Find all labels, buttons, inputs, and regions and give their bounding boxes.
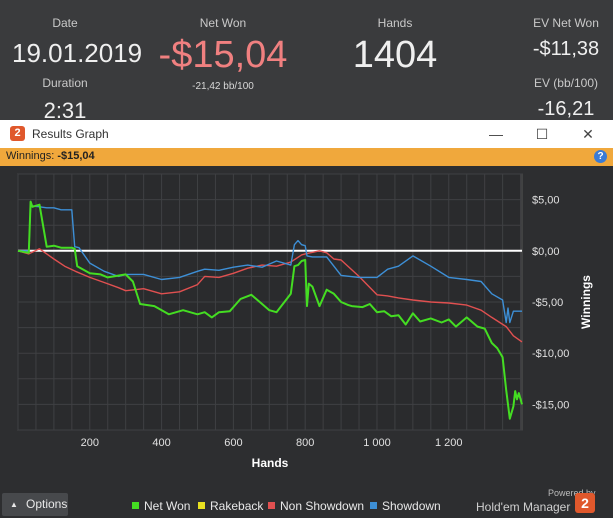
winnings-bar: Winnings: -$15,04 ? <box>0 148 613 166</box>
ev-net-won-stat: EV Net Won -$11,38 <box>520 16 612 61</box>
duration-label: Duration <box>42 76 88 90</box>
legend-label: Rakeback <box>210 499 264 513</box>
window-title: Results Graph <box>32 127 109 141</box>
winnings-value: -$15,04 <box>57 150 95 162</box>
net-won-bb100: -21,42 bb/100 <box>192 81 254 92</box>
legend-label: Net Won <box>144 499 191 513</box>
hands-stat: Hands 1404 <box>340 16 450 77</box>
results-chart[interactable]: $5,00 $0,00 -$5,00 -$10,00 -$15,00 200 400 600 8… <box>0 166 613 492</box>
legend-swatch <box>198 502 205 509</box>
legend-label: Showdown <box>382 499 441 513</box>
duration-value: 2:31 <box>43 98 87 123</box>
x-tick-label: 1 000 <box>363 437 391 449</box>
legend-net-won[interactable]: Net Won <box>132 499 190 513</box>
ev-bb-label: EV (bb/100) <box>533 76 599 90</box>
legend-label: Non Showdown <box>280 499 365 513</box>
ev-bb-stat: EV (bb/100) -16,21 <box>520 76 612 121</box>
duration-stat: Duration 2:31 <box>12 76 118 124</box>
legend-non-showdown[interactable]: Non Showdown <box>268 499 364 513</box>
y-tick-label: $5,00 <box>532 195 560 207</box>
winnings-summary: Winnings: -$15,04 <box>6 150 95 162</box>
legend-showdown[interactable]: Showdown <box>370 499 441 513</box>
options-label: Options <box>26 497 68 511</box>
y-tick-label: -$5,00 <box>532 297 563 309</box>
date-stat: Date 19.01.2019 <box>12 16 143 69</box>
date-value: 19.01.2019 <box>12 38 143 68</box>
ev-net-won-label: EV Net Won <box>533 16 599 30</box>
app-logo-icon: 2 <box>10 126 25 141</box>
legend-rakeback[interactable]: Rakeback <box>198 499 263 513</box>
options-button[interactable]: ▲ Options <box>2 493 68 516</box>
ev-bb-value: -16,21 <box>537 98 595 120</box>
y-axis-label: Winnings <box>579 275 593 329</box>
close-button[interactable]: ✕ <box>582 126 594 142</box>
maximize-button[interactable]: ☐ <box>535 126 549 142</box>
x-tick-label: 800 <box>296 437 314 449</box>
y-tick-label: -$10,00 <box>532 348 569 360</box>
series-line-net-won <box>17 200 523 420</box>
series-line-showdown <box>18 205 522 324</box>
hands-value: 1404 <box>352 34 438 76</box>
x-axis-label: Hands <box>252 456 289 470</box>
legend-swatch <box>268 502 275 509</box>
date-label: Date <box>52 16 78 30</box>
net-won-stat: Net Won -$15,04 -21,42 bb/100 <box>148 16 298 92</box>
graph-footer: ▲ Options Net Won Rakeback Non Showdown … <box>0 488 613 518</box>
x-tick-label: 200 <box>81 437 99 449</box>
legend-swatch <box>370 502 377 509</box>
net-won-value: -$15,04 <box>158 34 288 76</box>
brand-logo-icon: 2 <box>575 493 595 513</box>
net-won-label: Net Won <box>199 16 247 30</box>
hands-label: Hands <box>377 16 413 30</box>
x-tick-label: 1 200 <box>435 437 463 449</box>
x-tick-label: 400 <box>152 437 170 449</box>
minimize-button[interactable]: — <box>489 126 503 142</box>
y-tick-label: -$15,00 <box>532 399 569 411</box>
legend-swatch <box>132 502 139 509</box>
session-stats: Date 19.01.2019 Duration 2:31 Net Won -$… <box>0 0 613 123</box>
chevron-up-icon: ▲ <box>10 500 18 509</box>
winnings-label: Winnings: <box>6 150 55 162</box>
powered-by-text: Powered by <box>548 488 596 498</box>
help-icon[interactable]: ? <box>594 150 607 163</box>
brand-name: Hold'em Manager <box>476 500 571 514</box>
results-graph-window: 2 Results Graph — ☐ ✕ Winnings: -$15,04 … <box>0 120 613 518</box>
window-titlebar[interactable]: 2 Results Graph — ☐ ✕ <box>0 120 613 148</box>
ev-net-won-value: -$11,38 <box>532 38 600 60</box>
y-tick-label: $0,00 <box>532 246 560 258</box>
x-tick-label: 600 <box>224 437 242 449</box>
series-line-non-showdown <box>17 248 523 343</box>
